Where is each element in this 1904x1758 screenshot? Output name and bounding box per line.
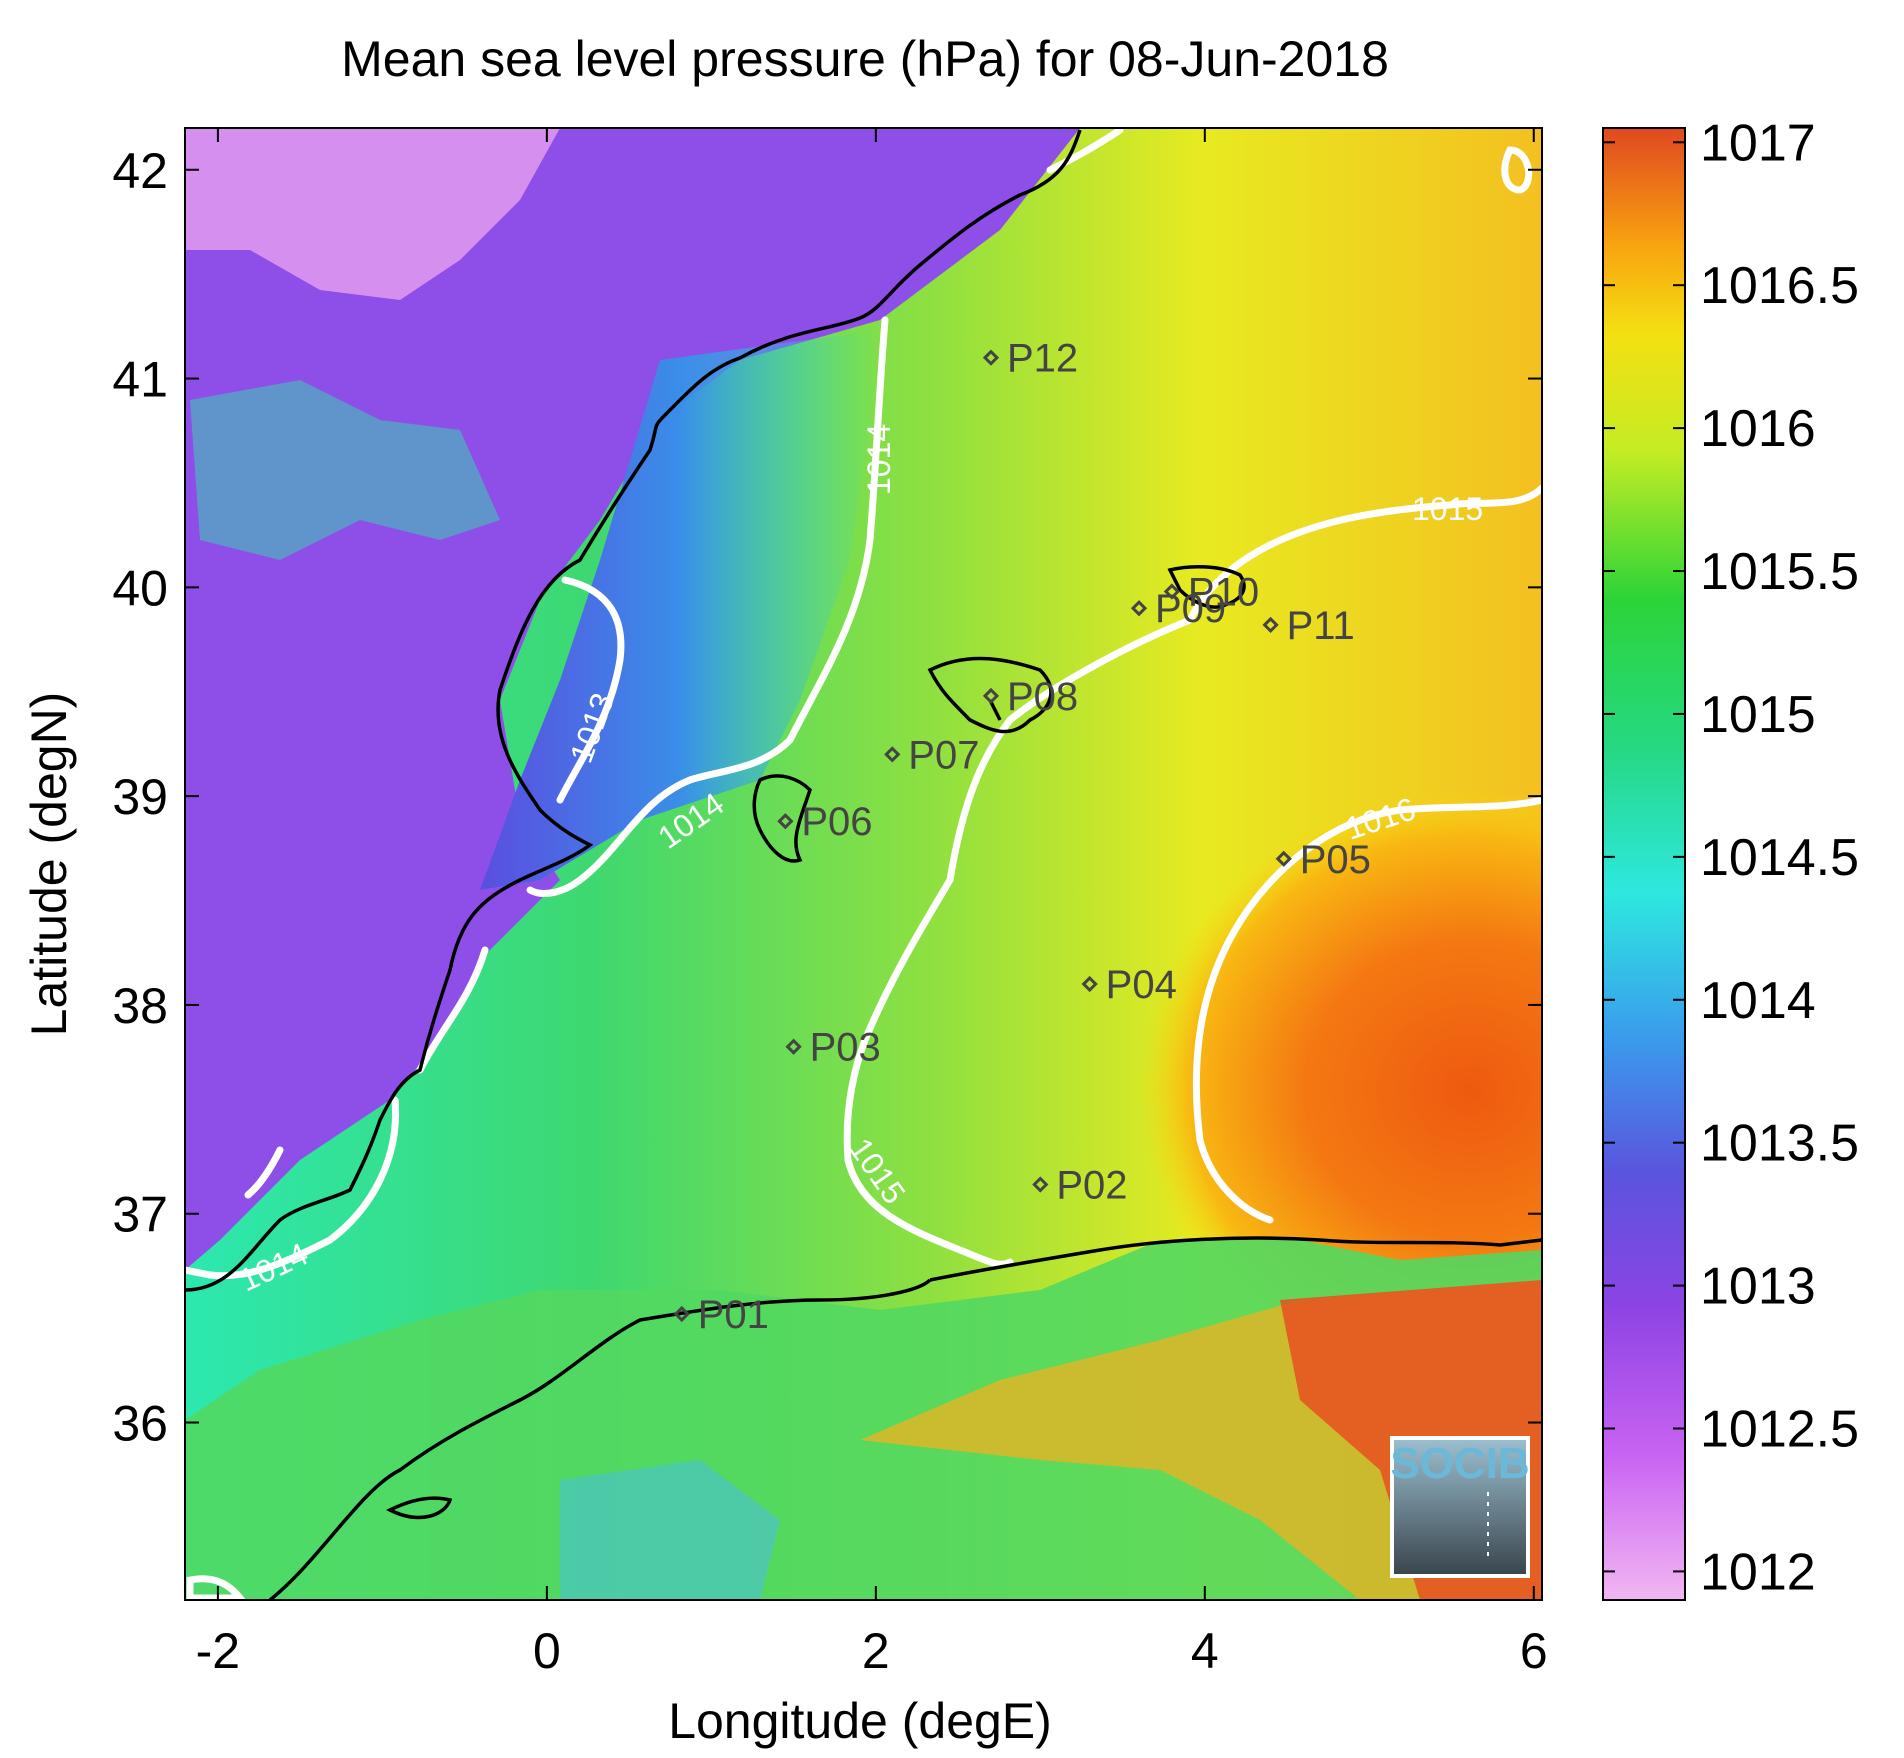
- contour-label: 1015: [1412, 491, 1483, 527]
- y-tick-label: 42: [112, 143, 168, 199]
- station-label: P05: [1300, 838, 1371, 882]
- colorbar-tick-label: 1015: [1700, 686, 1816, 744]
- station-marker: [1275, 850, 1292, 867]
- x-axis-label: Longitude (degE): [668, 1693, 1052, 1749]
- y-tick-label: 41: [112, 352, 168, 408]
- colorbar-tick-label: 1014: [1700, 972, 1816, 1030]
- y-tick-label: 39: [112, 769, 168, 825]
- station-marker: [1262, 616, 1279, 634]
- chart-title: Mean sea level pressure (hPa) for 08-Jun…: [341, 31, 1389, 87]
- plot-frame: [184, 127, 1543, 1601]
- station-marker: [1032, 1176, 1049, 1193]
- colorbar-tick-label: 1013: [1700, 1258, 1816, 1316]
- y-tick-label: 36: [112, 1396, 168, 1452]
- coastline: [185, 129, 1542, 1600]
- station-marker: [884, 746, 901, 763]
- station-label: P07: [908, 733, 979, 777]
- colorbar-ticks: 1012 1012.5 1013 1013.5 1014 1014.5 1015 1015.5…: [1603, 114, 1859, 1601]
- colorbar-tick-label: 1016.5: [1700, 257, 1859, 315]
- socib-logo: SOCIB: [1390, 1436, 1530, 1578]
- x-tick-label: -2: [196, 1623, 240, 1679]
- station-marker: [1081, 975, 1098, 993]
- station-label: P06: [801, 800, 872, 844]
- y-tick-label: 38: [112, 978, 168, 1034]
- socib-logo-text: SOCIB: [1390, 1439, 1529, 1488]
- pressure-field: SOCIB P01P02P03P04P05P06P07P08P09P10P11P…: [185, 128, 1542, 1600]
- colorbar-tick-label: 1014.5: [1700, 829, 1859, 887]
- station-marker: [982, 349, 1000, 366]
- station-label: P04: [1106, 963, 1177, 1007]
- colorbar-tick-label: 1016: [1700, 400, 1816, 458]
- station-marker: [1130, 600, 1148, 617]
- y-tick-label: 40: [112, 560, 168, 616]
- colorbar-tick-label: 1013.5: [1700, 1115, 1859, 1173]
- station-label: P08: [1007, 675, 1078, 719]
- y-axis-label: Latitude (degN): [21, 692, 77, 1037]
- colorbar-tick-label: 1017: [1700, 114, 1816, 172]
- y-axis-ticks: 36 37 38 39 40 41 42: [112, 143, 1542, 1452]
- station-marker: [785, 1038, 802, 1055]
- station-label: P01: [698, 1293, 769, 1337]
- x-tick-label: 6: [1520, 1623, 1548, 1679]
- x-tick-label: 4: [1191, 1623, 1219, 1679]
- colorbar-tick-label: 1012.5: [1700, 1401, 1859, 1459]
- colorbar-tick-label: 1012: [1700, 1543, 1816, 1601]
- station-marker: [982, 687, 1000, 705]
- station-label: P02: [1056, 1163, 1127, 1207]
- x-tick-label: 2: [862, 1623, 890, 1679]
- station-label: P10: [1188, 571, 1259, 615]
- station-marker: [673, 1305, 690, 1323]
- colorbar-tick-label: 1015.5: [1700, 543, 1859, 601]
- contour-label: 1014: [861, 424, 897, 495]
- isobar-lines: [185, 128, 1542, 1600]
- station-label: P12: [1007, 337, 1078, 381]
- station-label: P03: [810, 1026, 881, 1070]
- x-tick-label: 0: [533, 1623, 561, 1679]
- y-tick-label: 37: [112, 1187, 168, 1243]
- station-label: P11: [1287, 604, 1355, 648]
- x-axis-ticks: -2 0 2 4 6: [196, 128, 1548, 1679]
- station-marker: [777, 813, 794, 830]
- colorbar: [1602, 127, 1686, 1601]
- station-marker: [1163, 583, 1181, 600]
